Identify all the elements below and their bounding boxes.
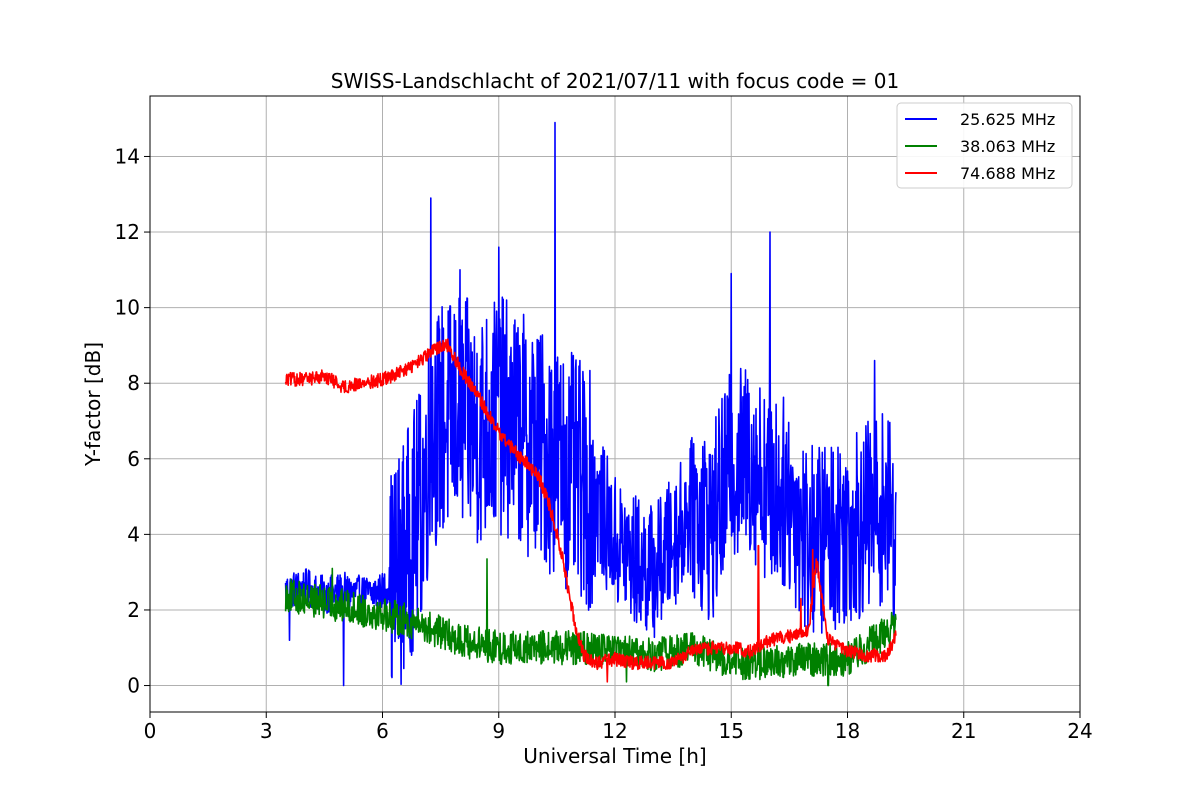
x-axis: 0 3 6 9 12 15 18 21 24 — [144, 712, 1093, 743]
x-tick-label: 18 — [835, 719, 860, 743]
legend-label: 25.625 MHz — [960, 110, 1055, 129]
y-tick-label: 10 — [115, 296, 140, 320]
x-axis-label: Universal Time [h] — [523, 744, 706, 768]
y-tick-label: 4 — [127, 522, 140, 546]
legend-label: 38.063 MHz — [960, 137, 1055, 156]
series-line — [284, 338, 897, 683]
y-axis-label: Y-factor [dB] — [81, 342, 105, 467]
x-tick-label: 15 — [719, 719, 744, 743]
y-axis: 0 2 4 6 8 10 12 14 — [115, 144, 150, 698]
y-tick-label: 0 — [127, 674, 140, 698]
y-tick-label: 12 — [115, 220, 140, 244]
legend: 25.625 MHz 38.063 MHz 74.688 MHz — [896, 102, 1073, 189]
y-tick-label: 14 — [115, 144, 140, 168]
x-tick-label: 21 — [951, 719, 976, 743]
series-line — [284, 121, 897, 687]
y-tick-label: 2 — [127, 598, 140, 622]
y-tick-label: 6 — [127, 447, 140, 471]
x-tick-label: 9 — [492, 719, 505, 743]
x-tick-label: 6 — [376, 719, 389, 743]
x-tick-label: 12 — [602, 719, 627, 743]
chart-title: SWISS-Landschlacht of 2021/07/11 with fo… — [331, 69, 899, 93]
legend-label: 74.688 MHz — [960, 164, 1055, 183]
x-tick-label: 24 — [1067, 719, 1092, 743]
x-tick-label: 0 — [144, 719, 157, 743]
x-tick-label: 3 — [260, 719, 273, 743]
y-tick-label: 8 — [127, 371, 140, 395]
legend-box — [896, 102, 1073, 189]
series-layer — [284, 121, 897, 687]
